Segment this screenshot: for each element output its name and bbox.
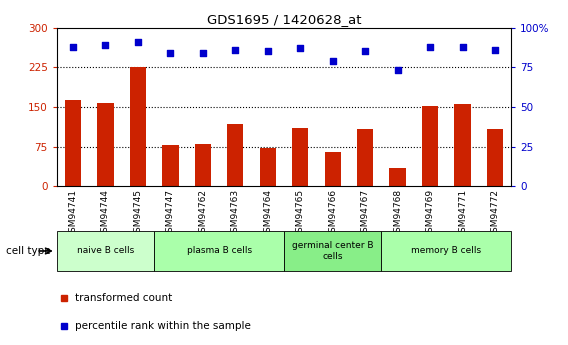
Bar bbox=[357, 129, 373, 186]
Point bbox=[490, 47, 499, 52]
Bar bbox=[154, 231, 284, 271]
Point bbox=[101, 42, 110, 48]
Point bbox=[263, 49, 272, 54]
Bar bbox=[260, 148, 276, 186]
Bar bbox=[422, 106, 438, 186]
Bar bbox=[227, 124, 244, 186]
Bar bbox=[324, 152, 341, 186]
Text: cell type: cell type bbox=[6, 246, 51, 256]
Point bbox=[296, 46, 305, 51]
Text: germinal center B
cells: germinal center B cells bbox=[292, 241, 373, 261]
Bar bbox=[487, 129, 503, 186]
Text: percentile rank within the sample: percentile rank within the sample bbox=[75, 321, 251, 331]
Bar bbox=[381, 231, 511, 271]
Point bbox=[166, 50, 175, 56]
Text: memory B cells: memory B cells bbox=[411, 246, 481, 256]
Bar bbox=[195, 144, 211, 186]
Bar bbox=[162, 145, 178, 186]
Bar bbox=[390, 168, 406, 186]
Point bbox=[198, 50, 207, 56]
Bar bbox=[454, 104, 471, 186]
Point bbox=[69, 44, 78, 49]
Bar bbox=[57, 231, 154, 271]
Point bbox=[231, 47, 240, 52]
Bar bbox=[97, 103, 114, 186]
Text: naive B cells: naive B cells bbox=[77, 246, 134, 256]
Bar bbox=[65, 100, 81, 186]
Point bbox=[361, 49, 370, 54]
Point bbox=[393, 68, 402, 73]
Point bbox=[328, 58, 337, 64]
Point bbox=[133, 39, 143, 45]
Bar bbox=[292, 128, 308, 186]
Bar bbox=[130, 67, 146, 186]
Text: plasma B cells: plasma B cells bbox=[186, 246, 252, 256]
Bar bbox=[284, 231, 381, 271]
Point bbox=[425, 44, 435, 49]
Point bbox=[458, 44, 467, 49]
Text: transformed count: transformed count bbox=[75, 293, 172, 303]
Title: GDS1695 / 1420628_at: GDS1695 / 1420628_at bbox=[207, 13, 361, 27]
